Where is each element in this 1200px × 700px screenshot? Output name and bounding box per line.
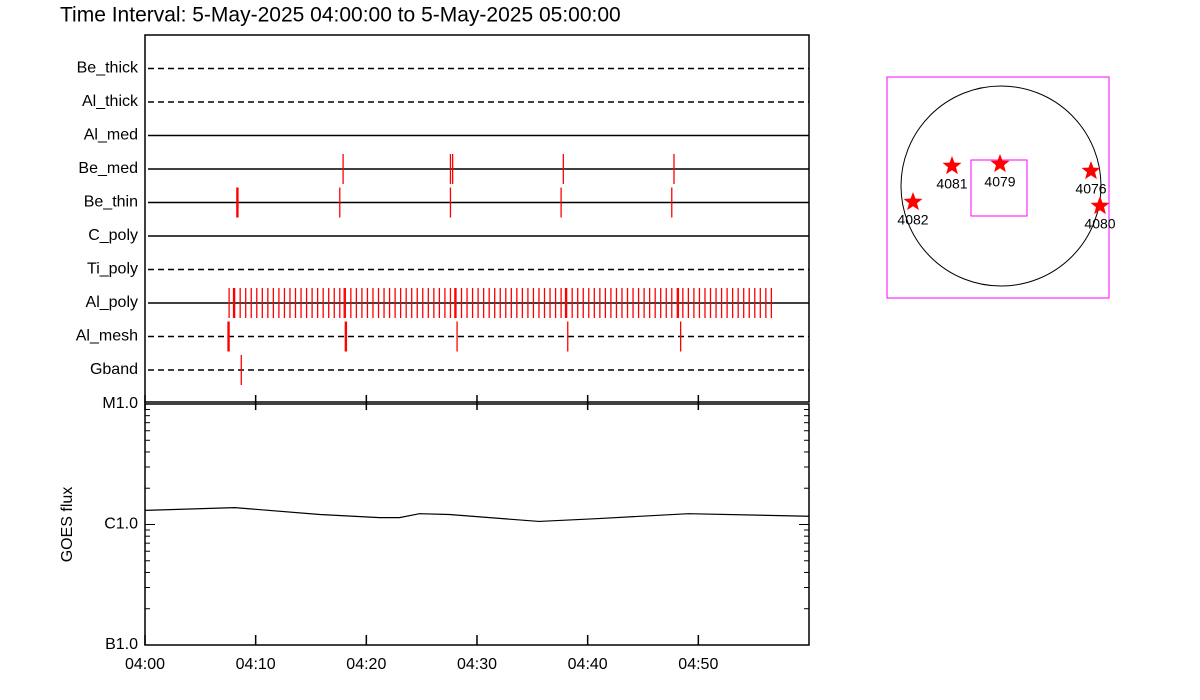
row-label: Al_mesh bbox=[76, 328, 138, 345]
row-label: Be_thick bbox=[77, 60, 139, 77]
row-label: Al_poly bbox=[86, 294, 138, 311]
x-tick-label: 04:10 bbox=[236, 656, 276, 673]
row-label: Ti_poly bbox=[87, 261, 138, 278]
row-label: Al_thick bbox=[82, 93, 139, 110]
row-label: Be_med bbox=[78, 160, 138, 177]
y-tick-label: B1.0 bbox=[105, 636, 138, 653]
page-title: Time Interval: 5-May-2025 04:00:00 to 5-… bbox=[60, 4, 621, 27]
x-tick-label: 04:40 bbox=[568, 656, 608, 673]
region-marker bbox=[990, 154, 1010, 173]
x-tick-label: 04:20 bbox=[346, 656, 386, 673]
x-tick-label: 04:30 bbox=[457, 656, 497, 673]
row-label: C_poly bbox=[88, 227, 138, 244]
timeline-frame bbox=[144, 34, 810, 403]
goes-curve bbox=[144, 507, 810, 523]
goes-frame bbox=[144, 403, 810, 646]
row-label: Be_thin bbox=[84, 194, 138, 211]
region-label: 4080 bbox=[1084, 216, 1115, 232]
row-label: Gband bbox=[90, 361, 138, 378]
sun-map bbox=[886, 76, 1110, 299]
x-tick-label: 04:00 bbox=[125, 656, 165, 673]
region-label: 4081 bbox=[936, 176, 967, 192]
region-marker bbox=[903, 192, 923, 211]
region-marker bbox=[1090, 196, 1110, 215]
solar-disk bbox=[900, 85, 1102, 287]
region-label: 4079 bbox=[984, 174, 1015, 190]
y-tick-label: M1.0 bbox=[102, 395, 138, 412]
x-tick-label: 04:50 bbox=[678, 656, 718, 673]
region-label: 4082 bbox=[897, 212, 928, 228]
region-marker bbox=[1081, 161, 1101, 180]
y-tick-label: C1.0 bbox=[104, 516, 138, 533]
region-marker bbox=[942, 156, 962, 175]
row-label: Al_med bbox=[84, 127, 138, 144]
map-frame bbox=[886, 76, 1110, 299]
y-axis-label: GOES flux bbox=[59, 487, 76, 563]
region-label: 4076 bbox=[1075, 181, 1106, 197]
